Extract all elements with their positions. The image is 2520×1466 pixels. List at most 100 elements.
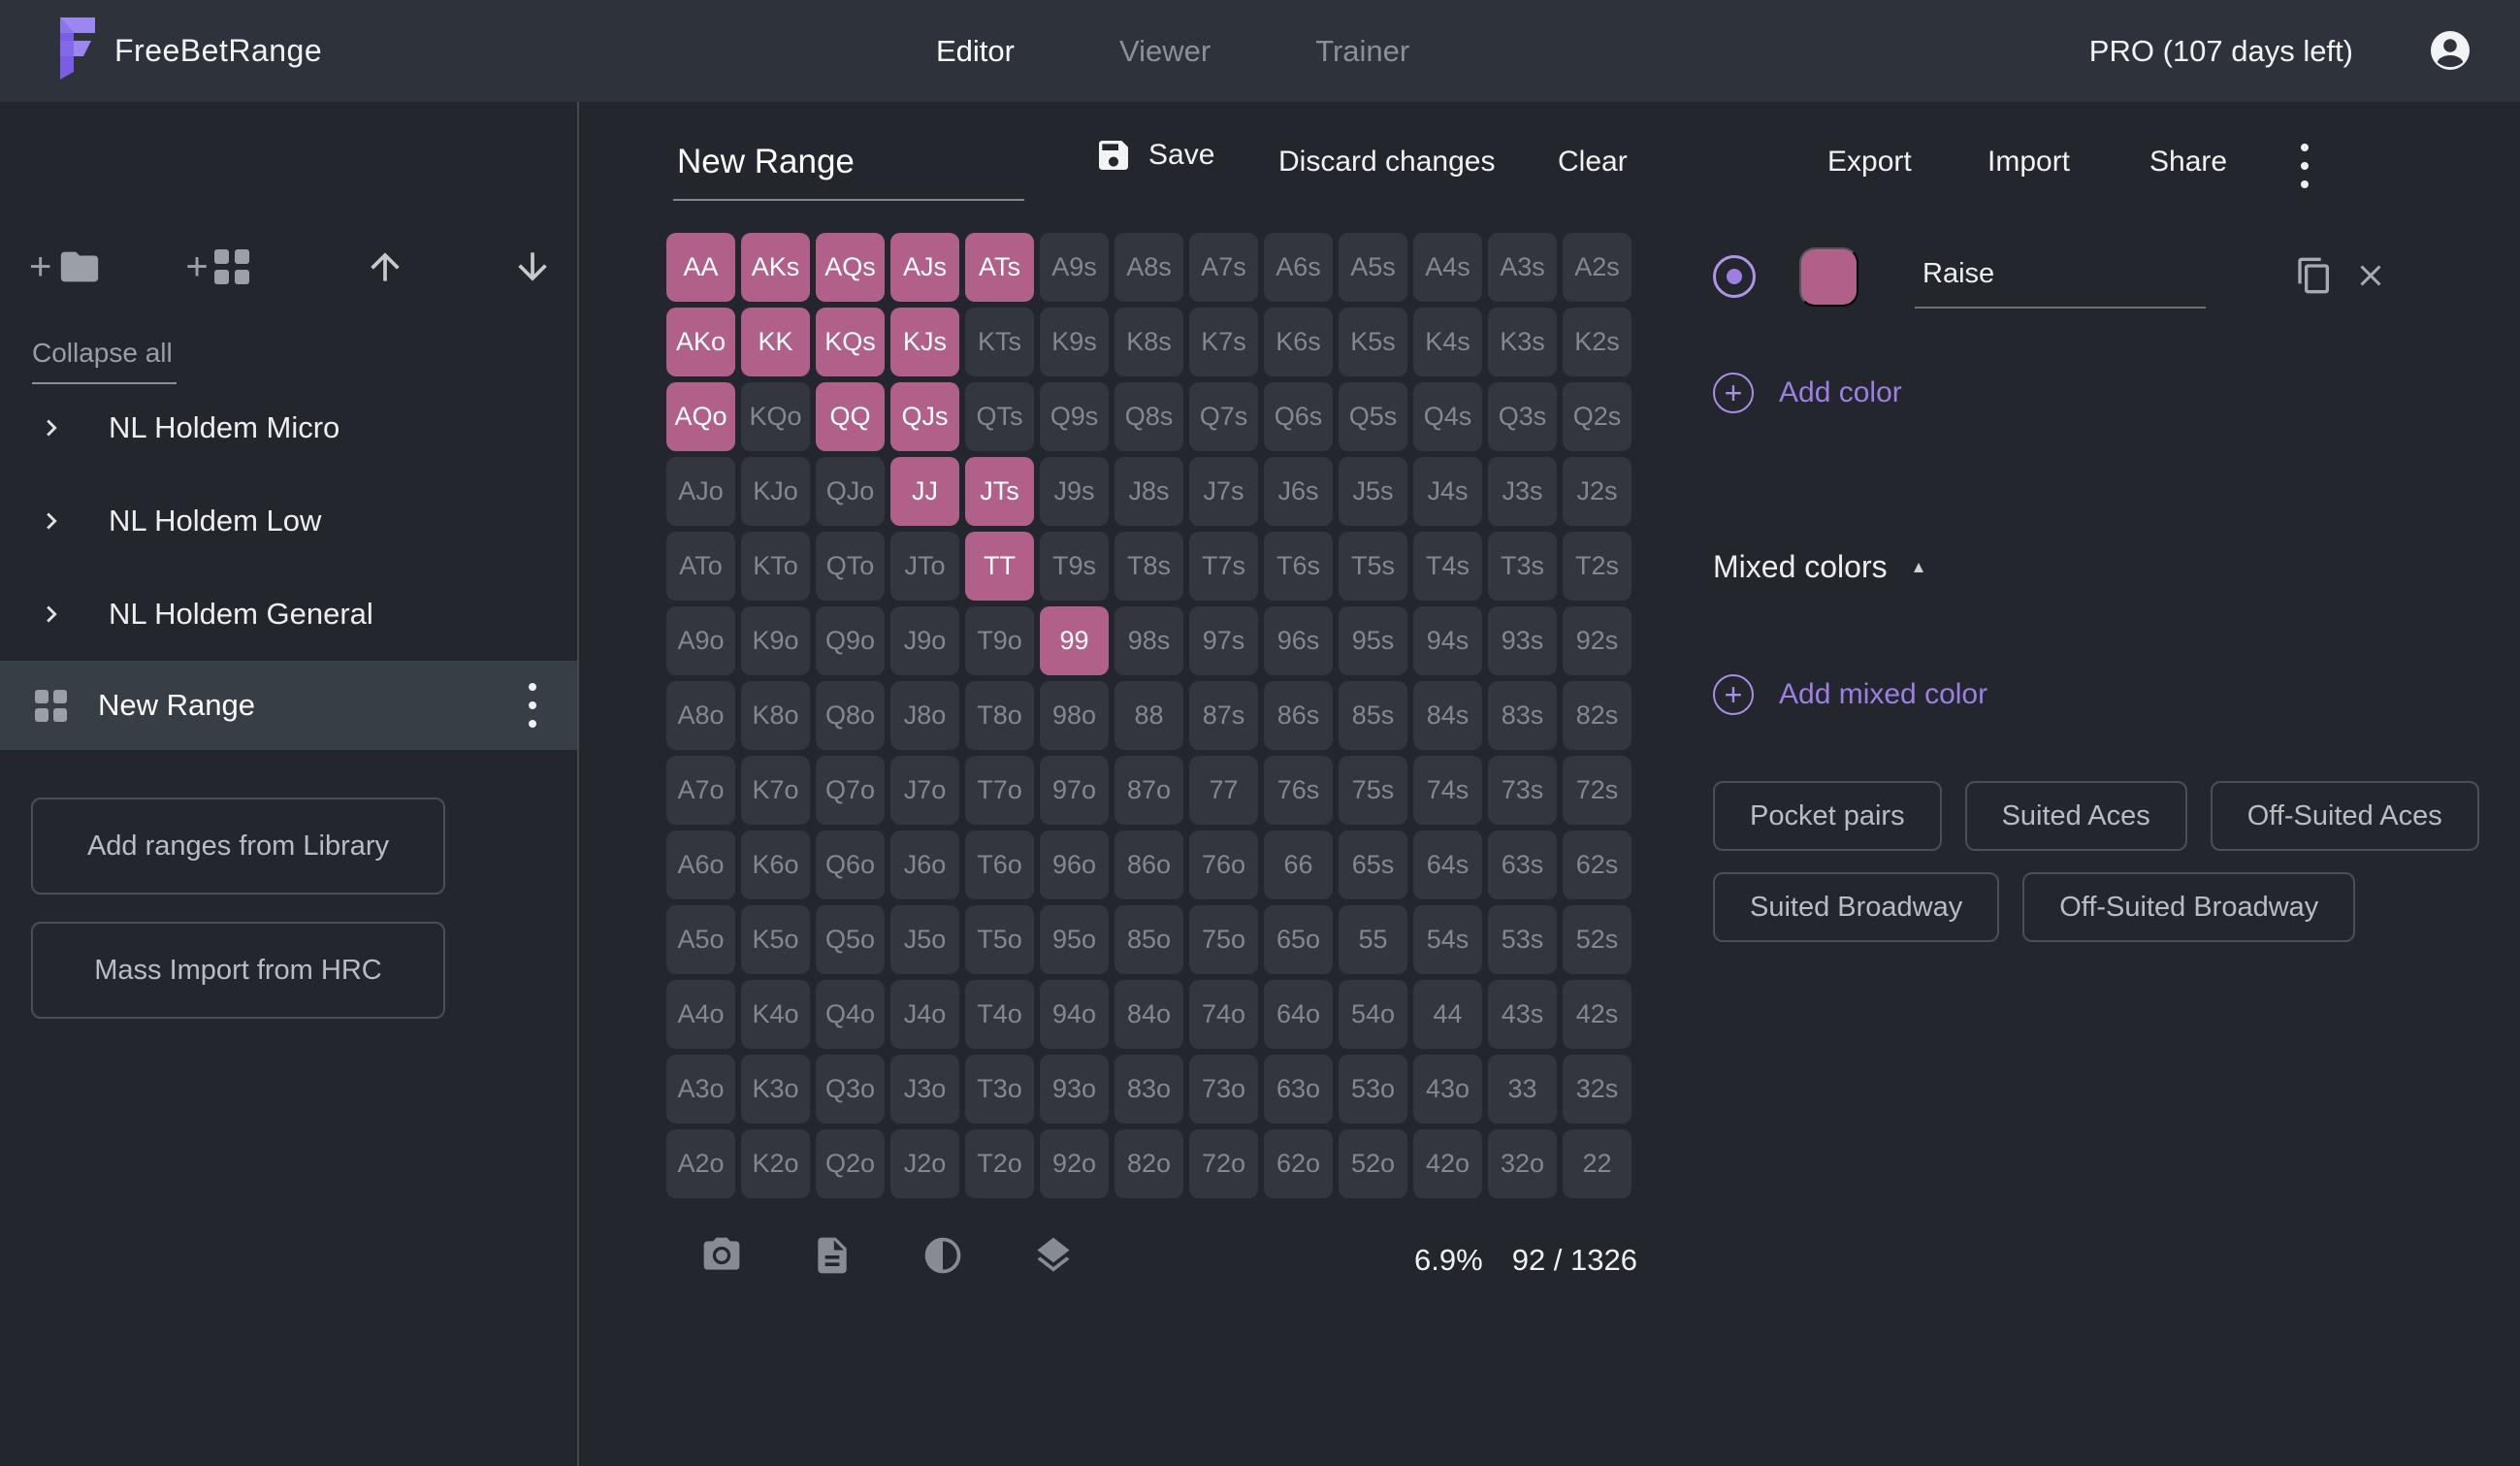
hand-cell-88[interactable]: 88 [1115,681,1183,750]
hand-cell-JTs[interactable]: JTs [965,457,1034,526]
mass-import-from-hrc-button[interactable]: Mass Import from HRC [31,922,445,1019]
hand-cell-J9s[interactable]: J9s [1040,457,1109,526]
clear-button[interactable]: Clear [1558,146,1628,179]
hand-cell-76o[interactable]: 76o [1189,831,1258,899]
hand-cell-AJs[interactable]: AJs [890,233,959,302]
hand-cell-T9o[interactable]: T9o [965,606,1034,675]
hand-cell-K9s[interactable]: K9s [1040,308,1109,376]
add-mixed-color-button[interactable]: + Add mixed color [1713,674,1987,715]
hand-cell-T6o[interactable]: T6o [965,831,1034,899]
hand-cell-K5s[interactable]: K5s [1339,308,1407,376]
hand-cell-Q9o[interactable]: Q9o [816,606,885,675]
preset-off-suited-broadway[interactable]: Off-Suited Broadway [2022,872,2355,942]
sidebar-folder[interactable]: NL Holdem General [0,568,577,661]
hand-cell-JJ[interactable]: JJ [890,457,959,526]
hand-cell-A8o[interactable]: A8o [666,681,735,750]
range-name-input[interactable] [673,133,1024,201]
hand-cell-T2o[interactable]: T2o [965,1129,1034,1198]
hand-cell-J4o[interactable]: J4o [890,980,959,1049]
hand-cell-98o[interactable]: 98o [1040,681,1109,750]
hand-cell-Q7s[interactable]: Q7s [1189,382,1258,451]
hand-cell-AKo[interactable]: AKo [666,308,735,376]
hand-cell-A4s[interactable]: A4s [1413,233,1482,302]
hand-cell-99[interactable]: 99 [1040,606,1109,675]
hand-cell-T5s[interactable]: T5s [1339,532,1407,601]
hand-cell-QJs[interactable]: QJs [890,382,959,451]
range-item-menu-icon[interactable] [523,677,542,733]
hand-cell-86s[interactable]: 86s [1264,681,1333,750]
hand-cell-K7o[interactable]: K7o [741,756,810,825]
hand-cell-K2o[interactable]: K2o [741,1129,810,1198]
hand-cell-43s[interactable]: 43s [1488,980,1557,1049]
discard-changes-button[interactable]: Discard changes [1278,146,1495,179]
hand-cell-K4o[interactable]: K4o [741,980,810,1049]
hand-cell-T3s[interactable]: T3s [1488,532,1557,601]
hand-cell-K8o[interactable]: K8o [741,681,810,750]
hand-cell-KQs[interactable]: KQs [816,308,885,376]
hand-cell-42s[interactable]: 42s [1563,980,1632,1049]
hand-cell-64s[interactable]: 64s [1413,831,1482,899]
brand[interactable]: FreeBetRange [50,0,322,102]
sidebar-item-new-range[interactable]: New Range [0,661,577,750]
hand-cell-74s[interactable]: 74s [1413,756,1482,825]
preset-off-suited-aces[interactable]: Off-Suited Aces [2211,781,2479,851]
hand-cell-76s[interactable]: 76s [1264,756,1333,825]
remove-color-icon[interactable] [2353,258,2388,293]
hand-cell-K3s[interactable]: K3s [1488,308,1557,376]
hand-cell-A8s[interactable]: A8s [1115,233,1183,302]
hand-cell-QTs[interactable]: QTs [965,382,1034,451]
hand-cell-93o[interactable]: 93o [1040,1055,1109,1124]
move-down-button[interactable] [511,245,554,288]
hand-cell-ATs[interactable]: ATs [965,233,1034,302]
hand-cell-J7s[interactable]: J7s [1189,457,1258,526]
hand-cell-98s[interactable]: 98s [1115,606,1183,675]
hand-cell-T8o[interactable]: T8o [965,681,1034,750]
hand-cell-J3s[interactable]: J3s [1488,457,1557,526]
hand-cell-94o[interactable]: 94o [1040,980,1109,1049]
save-button[interactable]: Save [1094,136,1214,175]
hand-cell-32o[interactable]: 32o [1488,1129,1557,1198]
hand-cell-Q8o[interactable]: Q8o [816,681,885,750]
hand-cell-74o[interactable]: 74o [1189,980,1258,1049]
hand-cell-83s[interactable]: 83s [1488,681,1557,750]
hand-cell-AQs[interactable]: AQs [816,233,885,302]
add-color-button[interactable]: + Add color [1713,373,1902,413]
hand-cell-Q3s[interactable]: Q3s [1488,382,1557,451]
hand-cell-A6o[interactable]: A6o [666,831,735,899]
hand-cell-J5s[interactable]: J5s [1339,457,1407,526]
text-view-icon[interactable] [811,1234,854,1277]
hand-cell-A2s[interactable]: A2s [1563,233,1632,302]
hand-cell-96s[interactable]: 96s [1264,606,1333,675]
hand-cell-J3o[interactable]: J3o [890,1055,959,1124]
hand-cell-T8s[interactable]: T8s [1115,532,1183,601]
hand-cell-83o[interactable]: 83o [1115,1055,1183,1124]
hand-cell-J2s[interactable]: J2s [1563,457,1632,526]
hand-cell-T4o[interactable]: T4o [965,980,1034,1049]
hand-cell-A9o[interactable]: A9o [666,606,735,675]
hand-cell-84s[interactable]: 84s [1413,681,1482,750]
hand-cell-64o[interactable]: 64o [1264,980,1333,1049]
hand-cell-73s[interactable]: 73s [1488,756,1557,825]
hand-cell-A7s[interactable]: A7s [1189,233,1258,302]
share-button[interactable]: Share [2149,146,2227,179]
hand-cell-A5o[interactable]: A5o [666,905,735,974]
hand-cell-92s[interactable]: 92s [1563,606,1632,675]
hand-cell-52o[interactable]: 52o [1339,1129,1407,1198]
hand-cell-Q7o[interactable]: Q7o [816,756,885,825]
tab-editor[interactable]: Editor [936,34,1015,69]
hand-cell-65o[interactable]: 65o [1264,905,1333,974]
hand-cell-K7s[interactable]: K7s [1189,308,1258,376]
preset-suited-aces[interactable]: Suited Aces [1965,781,2187,851]
tab-viewer[interactable]: Viewer [1119,34,1211,69]
hand-cell-KK[interactable]: KK [741,308,810,376]
hand-cell-J6o[interactable]: J6o [890,831,959,899]
hand-cell-87o[interactable]: 87o [1115,756,1183,825]
preset-pocket-pairs[interactable]: Pocket pairs [1713,781,1942,851]
hand-cell-Q8s[interactable]: Q8s [1115,382,1183,451]
hand-cell-KTo[interactable]: KTo [741,532,810,601]
hand-cell-ATo[interactable]: ATo [666,532,735,601]
hand-cell-97s[interactable]: 97s [1189,606,1258,675]
hand-cell-Q3o[interactable]: Q3o [816,1055,885,1124]
hand-cell-94s[interactable]: 94s [1413,606,1482,675]
collapse-all-link[interactable]: Collapse all [32,338,177,384]
